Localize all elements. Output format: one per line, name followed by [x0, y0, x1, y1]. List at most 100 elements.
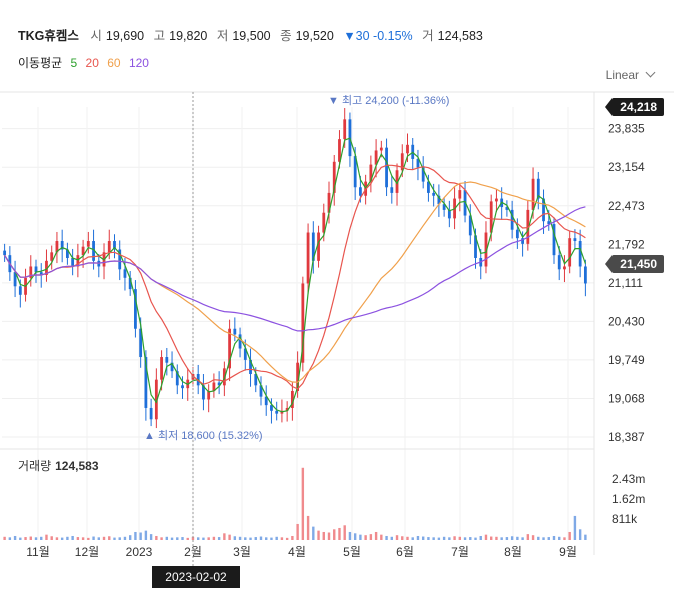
volume-bar	[66, 536, 69, 540]
candle-body	[86, 241, 90, 247]
volume-bar	[191, 536, 195, 540]
volume-panel-value: 124,583	[55, 459, 99, 473]
candle-body	[290, 390, 294, 408]
candle-body	[447, 209, 451, 219]
volume-bar	[118, 537, 121, 540]
close-label: 종	[280, 29, 292, 43]
scale-selector[interactable]: Linear	[606, 67, 656, 82]
volume-bar	[233, 536, 237, 540]
candle-body	[238, 334, 242, 349]
candle-body	[160, 357, 163, 380]
volume-bar	[102, 536, 106, 540]
candle-body	[369, 164, 373, 182]
candle-body	[29, 266, 33, 278]
candle-body	[495, 198, 498, 202]
candle-body	[583, 266, 587, 284]
volume-bar	[34, 537, 38, 540]
candle-body	[181, 385, 184, 389]
candle-body	[531, 178, 535, 210]
time-tick-label: 6월	[396, 545, 414, 559]
candle-body	[547, 221, 551, 225]
volume-bar	[144, 530, 148, 540]
candle-body	[202, 385, 205, 400]
candle-body	[505, 207, 509, 210]
volume-bar	[176, 537, 179, 540]
candle-body	[45, 260, 48, 275]
volume-bar	[160, 537, 163, 540]
candle-body	[395, 170, 399, 193]
volume-tick-label: 811k	[612, 512, 638, 526]
candle-body	[55, 241, 59, 253]
volume-bar	[265, 537, 268, 540]
candle-body	[170, 362, 174, 372]
volume-bar	[280, 537, 284, 540]
price-tick-label: 19,068	[608, 391, 645, 405]
candle-body	[254, 374, 258, 386]
volume-bar	[301, 467, 305, 540]
candle-body	[568, 238, 572, 267]
volume-bar	[333, 529, 336, 540]
ma-5-line	[4, 137, 586, 413]
candle-body	[107, 241, 111, 253]
high-label: 고	[153, 29, 166, 43]
candle-body	[515, 229, 519, 239]
max-annotation: ▼ 최고 24,200 (-11.36%)	[328, 94, 449, 107]
volume-bar	[217, 537, 221, 540]
price-tick-label: 22,473	[608, 199, 645, 213]
volume-bar	[380, 534, 383, 540]
candle-body	[353, 156, 357, 188]
candle-body	[322, 212, 326, 233]
volume-bar	[327, 532, 331, 540]
candle-body	[311, 232, 315, 261]
volume-bar	[270, 537, 273, 540]
volume-bar	[29, 536, 32, 540]
volume-bar	[81, 537, 85, 540]
candle-body	[259, 385, 263, 397]
volume-bar	[427, 537, 430, 540]
volume-tick-label: 1.62m	[612, 492, 645, 506]
change-value: ▼30 -0.15%	[343, 29, 413, 43]
volume-bar	[8, 537, 12, 540]
ma-120-line	[4, 206, 586, 332]
volume-bar	[3, 536, 6, 540]
volume-bar	[453, 536, 456, 540]
volume-bar	[495, 536, 498, 540]
candle-body	[406, 144, 409, 154]
time-tick-label: 4월	[288, 545, 306, 559]
candle-body	[50, 252, 54, 261]
volume-bar	[348, 531, 352, 540]
candle-body	[552, 224, 556, 256]
volume-bar	[155, 535, 158, 540]
candle-body	[359, 187, 362, 196]
volume-bar	[401, 536, 404, 540]
volume-bar	[395, 535, 399, 540]
volume-bar	[60, 537, 64, 540]
candle-body	[306, 232, 310, 284]
candle-body	[134, 289, 137, 329]
volume-bar	[87, 537, 90, 540]
volume-bar	[568, 531, 571, 540]
candle-body	[489, 201, 493, 233]
candle-body	[437, 195, 441, 205]
volume-bar	[343, 525, 346, 540]
volume-panel-label: 거래량	[18, 459, 52, 473]
volume-bar	[369, 534, 373, 540]
candle-body	[233, 328, 237, 335]
volume-bar	[285, 537, 289, 540]
candle-body	[578, 241, 582, 267]
volume-bar	[521, 537, 524, 540]
candle-body	[468, 215, 472, 236]
volume-bar	[584, 534, 587, 540]
candle-body	[563, 266, 566, 270]
crosshair-date-tag: 2023-02-02	[152, 566, 240, 588]
volume-bar	[123, 536, 127, 540]
close-value: 19,520	[295, 29, 334, 43]
candle-body	[374, 150, 378, 165]
volume-bar	[249, 537, 252, 540]
candle-body	[128, 277, 132, 290]
candle-body	[317, 232, 320, 261]
time-tick-label: 9월	[559, 545, 577, 559]
candle-body	[123, 269, 127, 278]
volume-bar	[128, 535, 132, 540]
